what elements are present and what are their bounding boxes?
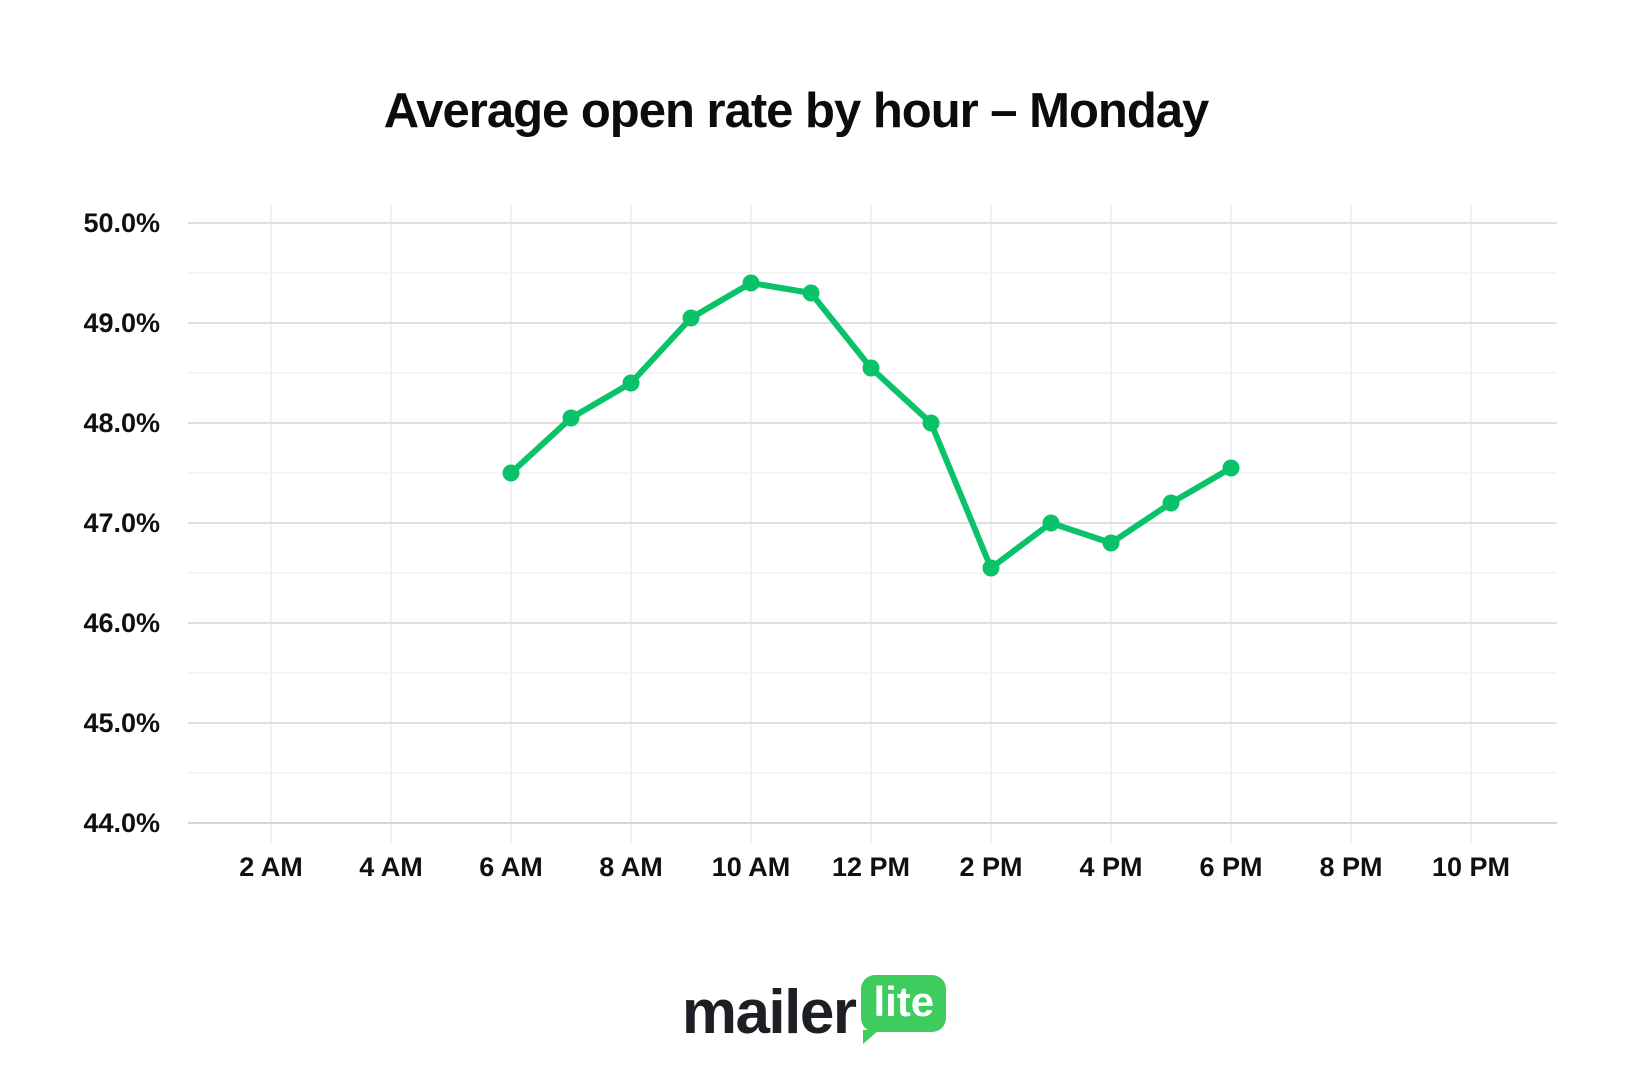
logo-mailer-text: mailer xyxy=(681,978,857,1047)
mailerlite-logo: mailer lite xyxy=(0,952,1628,1052)
x-axis-tick-label: 6 AM xyxy=(479,852,543,882)
data-point-dot xyxy=(562,409,580,427)
y-axis-tick-label: 48.0% xyxy=(83,408,160,438)
data-point-dot xyxy=(742,274,760,292)
data-point-dot xyxy=(1042,514,1060,532)
y-axis-tick-label: 46.0% xyxy=(83,608,160,638)
x-axis-tick-label: 12 PM xyxy=(831,852,911,882)
y-axis-tick-label: 50.0% xyxy=(83,208,160,238)
data-point-dot xyxy=(982,559,1000,577)
x-axis-tick-label: 10 AM xyxy=(711,852,791,882)
x-axis-tick-label: 2 AM xyxy=(239,852,303,882)
data-point-dot xyxy=(1162,494,1180,512)
x-axis-tick-label: 8 PM xyxy=(1319,852,1383,882)
data-point-dot xyxy=(1222,459,1240,477)
x-axis-tick-label: 4 AM xyxy=(359,852,423,882)
data-point-dot xyxy=(922,414,940,432)
data-point-dot xyxy=(802,284,820,302)
logo-lite-label: lite xyxy=(873,978,935,1025)
x-axis-tick-label: 6 PM xyxy=(1199,852,1263,882)
data-point-dot xyxy=(862,359,880,377)
y-axis-tick-label: 49.0% xyxy=(83,308,160,338)
x-axis-tick-label: 8 AM xyxy=(599,852,663,882)
data-point-dot xyxy=(1102,534,1120,552)
y-axis-tick-label: 47.0% xyxy=(83,508,160,538)
data-point-dot xyxy=(622,374,640,392)
x-axis-tick-label: 4 PM xyxy=(1079,852,1143,882)
data-point-dot xyxy=(502,464,520,482)
chart-title: Average open rate by hour – Monday xyxy=(383,84,1210,138)
y-axis-tick-label: 44.0% xyxy=(83,808,160,838)
data-point-dot xyxy=(682,309,700,327)
logo-badge-tail-icon xyxy=(863,1030,880,1044)
x-axis-tick-label: 10 PM xyxy=(1431,852,1511,882)
x-axis-tick-label: 2 PM xyxy=(959,852,1023,882)
logo-lite-badge: lite xyxy=(861,975,947,1044)
y-axis-tick-label: 45.0% xyxy=(83,708,160,738)
